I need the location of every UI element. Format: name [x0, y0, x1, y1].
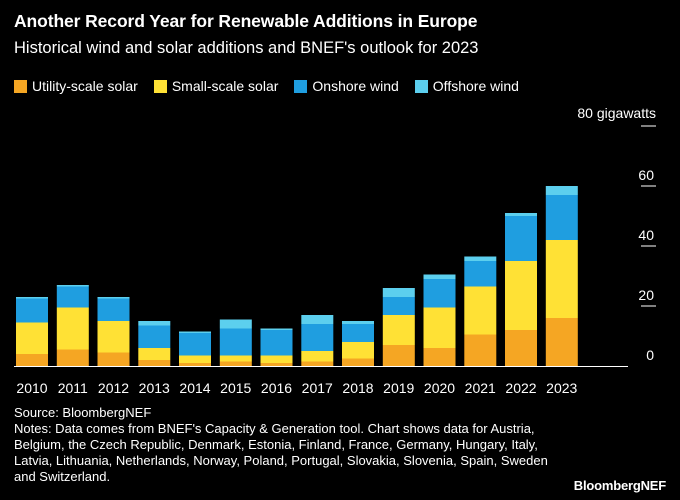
bar-2011-onshore-wind — [56, 286, 89, 308]
bar-2020-small-scale-solar — [423, 307, 456, 348]
bar-2014-utility-scale-solar — [179, 363, 211, 366]
legend-label-offshore-wind: Offshore wind — [432, 78, 519, 94]
legend-item-utility-solar: Utility-scale solar — [14, 78, 138, 94]
y-axis-unit-label: 80 gigawatts — [577, 105, 656, 121]
legend-swatch-onshore-wind — [294, 79, 308, 93]
source-note: Source: BloombergNEF — [14, 405, 152, 420]
bar-2021-onshore-wind — [464, 261, 497, 287]
legend-item-onshore-wind: Onshore wind — [294, 78, 399, 94]
bar-2010-utility-scale-solar — [16, 354, 48, 366]
legend: Utility-scale solar Small-scale solar On… — [14, 78, 535, 94]
bar-2010-onshore-wind — [16, 298, 48, 323]
x-tick-label-2019: 2019 — [383, 380, 414, 396]
bar-2016-small-scale-solar — [260, 355, 293, 363]
bar-2013-small-scale-solar — [138, 348, 171, 360]
x-tick-label-2016: 2016 — [261, 380, 292, 396]
legend-item-offshore-wind: Offshore wind — [414, 78, 519, 94]
chart-title: Another Record Year for Renewable Additi… — [14, 11, 478, 31]
bar-2013-offshore-wind — [138, 321, 171, 326]
y-tick-label-20: 20 — [638, 287, 654, 303]
bar-2019-small-scale-solar — [382, 315, 415, 345]
bar-2016-offshore-wind — [260, 328, 293, 330]
legend-item-small-solar: Small-scale solar — [153, 78, 279, 94]
x-tick-label-2021: 2021 — [465, 380, 496, 396]
bar-2012-utility-scale-solar — [97, 352, 130, 366]
bar-2010-small-scale-solar — [16, 322, 48, 354]
bar-2018-utility-scale-solar — [342, 358, 374, 366]
bar-2022-utility-scale-solar — [505, 330, 537, 366]
legend-swatch-small-solar — [153, 79, 167, 93]
bar-2016-utility-scale-solar — [260, 363, 293, 366]
bar-2011-utility-scale-solar — [56, 349, 89, 366]
bar-2014-small-scale-solar — [179, 355, 211, 363]
x-tick-label-2013: 2013 — [139, 380, 170, 396]
bar-2012-small-scale-solar — [97, 321, 130, 353]
brand-logo: BloombergNEF — [573, 478, 666, 493]
bar-2012-onshore-wind — [97, 298, 130, 321]
x-tick-label-2015: 2015 — [220, 380, 251, 396]
x-tick-label-2017: 2017 — [302, 380, 333, 396]
bar-2023-onshore-wind — [545, 195, 578, 240]
bar-2014-offshore-wind — [179, 331, 211, 333]
bar-2017-offshore-wind — [301, 315, 334, 324]
bar-2020-onshore-wind — [423, 279, 456, 308]
bar-2017-small-scale-solar — [301, 351, 334, 362]
y-tick-label-40: 40 — [638, 227, 654, 243]
bar-2017-onshore-wind — [301, 324, 334, 351]
bar-2018-offshore-wind — [342, 321, 374, 324]
y-tick-label-60: 60 — [638, 167, 654, 183]
bar-2023-utility-scale-solar — [545, 318, 578, 366]
legend-swatch-utility-solar — [14, 79, 27, 93]
bar-2016-onshore-wind — [260, 330, 293, 356]
bar-2017-utility-scale-solar — [301, 361, 334, 366]
bar-2015-offshore-wind — [219, 319, 252, 329]
bar-2014-onshore-wind — [179, 333, 211, 356]
bar-2018-small-scale-solar — [342, 342, 374, 359]
bar-2021-offshore-wind — [464, 256, 497, 261]
bar-2012-offshore-wind — [97, 297, 130, 299]
bar-2010-offshore-wind — [16, 297, 48, 299]
bar-2022-onshore-wind — [505, 216, 537, 261]
legend-label-onshore-wind: Onshore wind — [312, 78, 399, 94]
bar-2015-small-scale-solar — [219, 355, 252, 362]
bar-2023-offshore-wind — [545, 186, 578, 195]
bar-2013-onshore-wind — [138, 325, 171, 348]
x-tick-label-2022: 2022 — [505, 380, 536, 396]
bar-2021-small-scale-solar — [464, 286, 497, 335]
y-tick-label-0: 0 — [646, 347, 654, 363]
notes: Notes: Data comes from BNEF's Capacity &… — [14, 421, 548, 484]
bar-2015-onshore-wind — [219, 328, 252, 356]
bar-2020-utility-scale-solar — [423, 348, 456, 366]
x-tick-label-2014: 2014 — [179, 380, 210, 396]
x-tick-label-2012: 2012 — [98, 380, 129, 396]
bar-2011-small-scale-solar — [56, 307, 89, 350]
bar-2022-small-scale-solar — [505, 261, 537, 330]
legend-swatch-offshore-wind — [414, 79, 428, 93]
legend-label-small-solar: Small-scale solar — [171, 78, 279, 94]
chart-subtitle: Historical wind and solar additions and … — [14, 39, 479, 57]
x-tick-label-2010: 2010 — [16, 380, 47, 396]
bar-2015-utility-scale-solar — [219, 361, 252, 366]
bar-2023-small-scale-solar — [545, 240, 578, 318]
x-tick-label-2018: 2018 — [342, 380, 373, 396]
bar-2019-onshore-wind — [382, 297, 415, 315]
bar-2011-offshore-wind — [56, 285, 89, 287]
bar-2020-offshore-wind — [423, 274, 456, 279]
bar-2013-utility-scale-solar — [138, 360, 171, 366]
legend-label-utility-solar: Utility-scale solar — [32, 78, 138, 94]
bar-2022-offshore-wind — [505, 213, 537, 216]
bar-2019-offshore-wind — [382, 288, 415, 297]
bar-2018-onshore-wind — [342, 324, 374, 342]
x-tick-label-2011: 2011 — [58, 380, 88, 396]
bar-2019-utility-scale-solar — [382, 345, 415, 366]
x-tick-label-2023: 2023 — [546, 380, 577, 396]
bar-2021-utility-scale-solar — [464, 334, 497, 366]
x-tick-label-2020: 2020 — [424, 380, 455, 396]
